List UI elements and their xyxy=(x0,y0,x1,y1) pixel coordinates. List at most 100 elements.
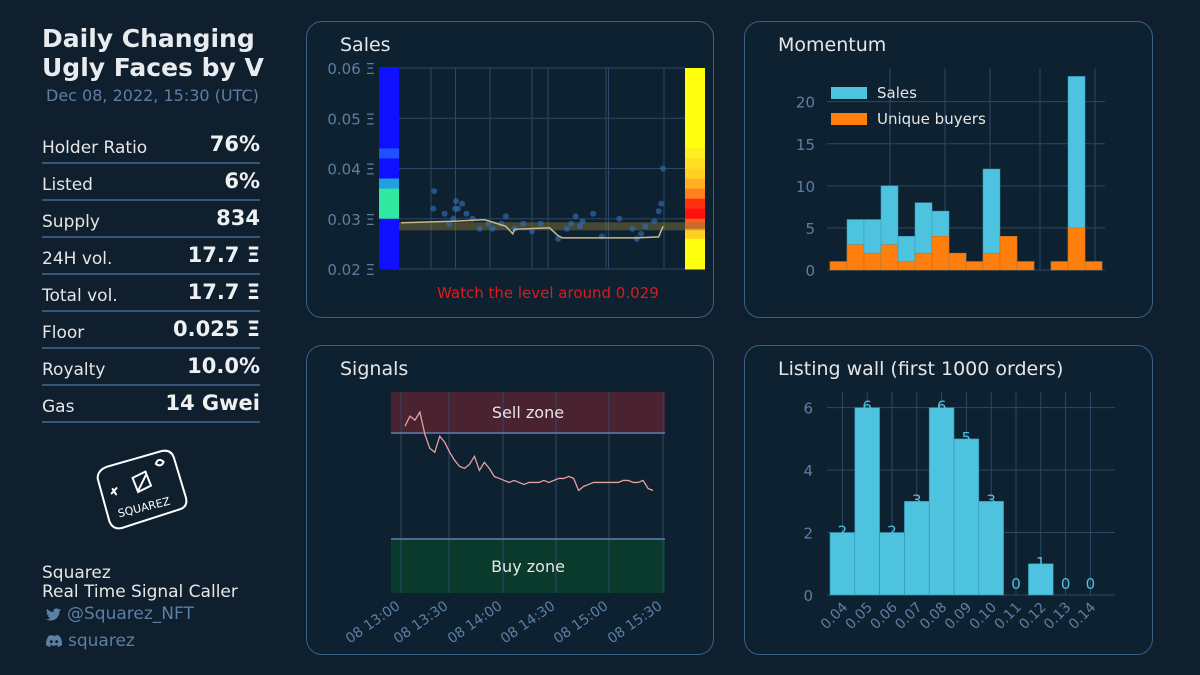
listing-bar xyxy=(829,532,856,596)
momentum-chart: 0 5 10 15 20 xyxy=(796,68,1105,280)
sale-point xyxy=(529,228,535,235)
sale-point xyxy=(446,220,453,227)
stat-value: 0.025 Ξ xyxy=(172,317,260,341)
x-tick-label: 0.07 xyxy=(892,600,925,633)
bar-value-label: 6 xyxy=(937,398,947,416)
x-tick-label: 08 15:00 xyxy=(551,598,611,647)
legend-label-buyers: Unique buyers xyxy=(877,110,986,128)
listing-bar xyxy=(928,407,955,596)
seller-density-cell xyxy=(685,188,705,200)
panel-title-sales: Sales xyxy=(340,34,391,56)
buyer-density-cell xyxy=(379,208,399,220)
listing-bar xyxy=(879,532,905,596)
bar-unique-buyers xyxy=(846,244,865,271)
stat-value: 17.7 Ξ xyxy=(187,280,260,304)
x-tick-label: 08 13:30 xyxy=(391,598,451,647)
x-tick-label: 0.14 xyxy=(1066,599,1099,632)
sale-point xyxy=(459,200,466,207)
bar-value-label: 0 xyxy=(1011,575,1021,593)
x-tick-label: 08 15:30 xyxy=(605,598,665,647)
bar-unique-buyers xyxy=(897,261,916,271)
seller-density-cell xyxy=(685,238,705,250)
stat-value: 834 xyxy=(216,206,260,230)
listing-bar xyxy=(904,501,930,596)
stat-24h-volume: 24H vol. 17.7 Ξ xyxy=(42,237,260,275)
panel-momentum: Momentum 0 5 10 15 20 Sales Unique buyers xyxy=(744,21,1153,318)
seller-density-cell xyxy=(685,168,705,180)
title-line-2: Ugly Faces by V xyxy=(42,53,264,82)
sale-point xyxy=(633,235,640,242)
buyer-density-cell xyxy=(379,228,399,240)
sale-point xyxy=(453,198,460,205)
twitter-icon xyxy=(46,607,61,620)
bar-unique-buyers xyxy=(1050,261,1069,271)
buy-zone-label: Buy zone xyxy=(491,557,565,576)
y-tick-label: 15 xyxy=(796,136,815,154)
seller-density-cell xyxy=(685,198,705,210)
y-tick-label: 0 xyxy=(803,587,813,605)
sale-point xyxy=(572,213,579,220)
listing-bar xyxy=(978,501,1004,596)
squarez-logo: SQUAREZ xyxy=(96,449,188,530)
buyer-density-cell xyxy=(379,178,399,190)
x-tick-label: 08 14:00 xyxy=(445,598,505,647)
x-tick-label: 0.09 xyxy=(942,600,975,633)
seller-density-cell xyxy=(685,228,705,240)
seller-density-cell xyxy=(685,178,705,190)
bar-unique-buyers xyxy=(931,236,950,271)
legend-item-buyers: Unique buyers xyxy=(831,106,986,132)
twitter-link[interactable]: @Squarez_NFT xyxy=(46,604,194,624)
bar-unique-buyers xyxy=(1084,261,1103,271)
seller-density-cell xyxy=(685,88,705,99)
bar-unique-buyers xyxy=(982,252,1001,271)
sale-point xyxy=(476,225,483,232)
bar-unique-buyers xyxy=(829,261,848,271)
trend-line xyxy=(400,219,664,239)
y-tick-label: 2 xyxy=(803,525,813,543)
seller-density-cell xyxy=(685,148,705,159)
sale-point xyxy=(629,225,636,232)
sale-point xyxy=(616,215,623,222)
x-tick-label: 0.06 xyxy=(867,599,900,632)
stat-holder-ratio: Holder Ratio 76% xyxy=(42,126,260,164)
legend-label-sales: Sales xyxy=(877,84,917,102)
seller-density-cell xyxy=(685,218,705,230)
buyer-density-cell xyxy=(379,68,399,79)
y-tick-label: 0.06 Ξ xyxy=(327,60,375,78)
buyer-density-cell xyxy=(379,148,399,159)
bar-value-label: 2 xyxy=(838,523,848,541)
title-line-1: Daily Changing xyxy=(42,24,255,53)
sales-note: Watch the level around 0.029 xyxy=(437,284,659,302)
stat-label: Gas xyxy=(42,397,75,417)
sale-point xyxy=(568,220,575,227)
legend-swatch-buyers xyxy=(831,113,867,125)
timestamp: Dec 08, 2022, 15:30 (UTC) xyxy=(46,86,259,105)
buyer-density-cell xyxy=(379,238,399,250)
buyer-density-cell xyxy=(379,138,399,149)
buyer-density-cell xyxy=(379,78,399,89)
sale-point xyxy=(431,188,438,195)
y-tick-label: 6 xyxy=(803,400,813,418)
y-tick-label: 0 xyxy=(805,262,815,280)
x-tick-label: 0.12 xyxy=(1016,600,1049,633)
discord-link[interactable]: squarez xyxy=(46,631,135,651)
bar-unique-buyers xyxy=(863,252,882,271)
stat-label: Floor xyxy=(42,323,85,343)
twitter-handle: @Squarez_NFT xyxy=(67,604,194,624)
sell-zone-label: Sell zone xyxy=(492,403,564,422)
seller-density-cell xyxy=(685,118,705,129)
sale-point xyxy=(502,213,509,220)
buyer-density-cell xyxy=(379,198,399,210)
legend-swatch-sales xyxy=(831,87,867,99)
sale-point xyxy=(430,205,437,212)
listing-bar xyxy=(953,438,980,596)
sidebar: Daily Changing Ugly Faces by V Dec 08, 2… xyxy=(0,0,290,675)
panel-title-momentum: Momentum xyxy=(778,34,887,56)
buyer-density-cell xyxy=(379,168,399,180)
x-tick-label: 08 14:30 xyxy=(498,598,558,647)
stat-floor: Floor 0.025 Ξ xyxy=(42,311,260,349)
x-tick-label: 0.08 xyxy=(917,600,950,633)
x-tick-label: 0.11 xyxy=(991,600,1024,633)
